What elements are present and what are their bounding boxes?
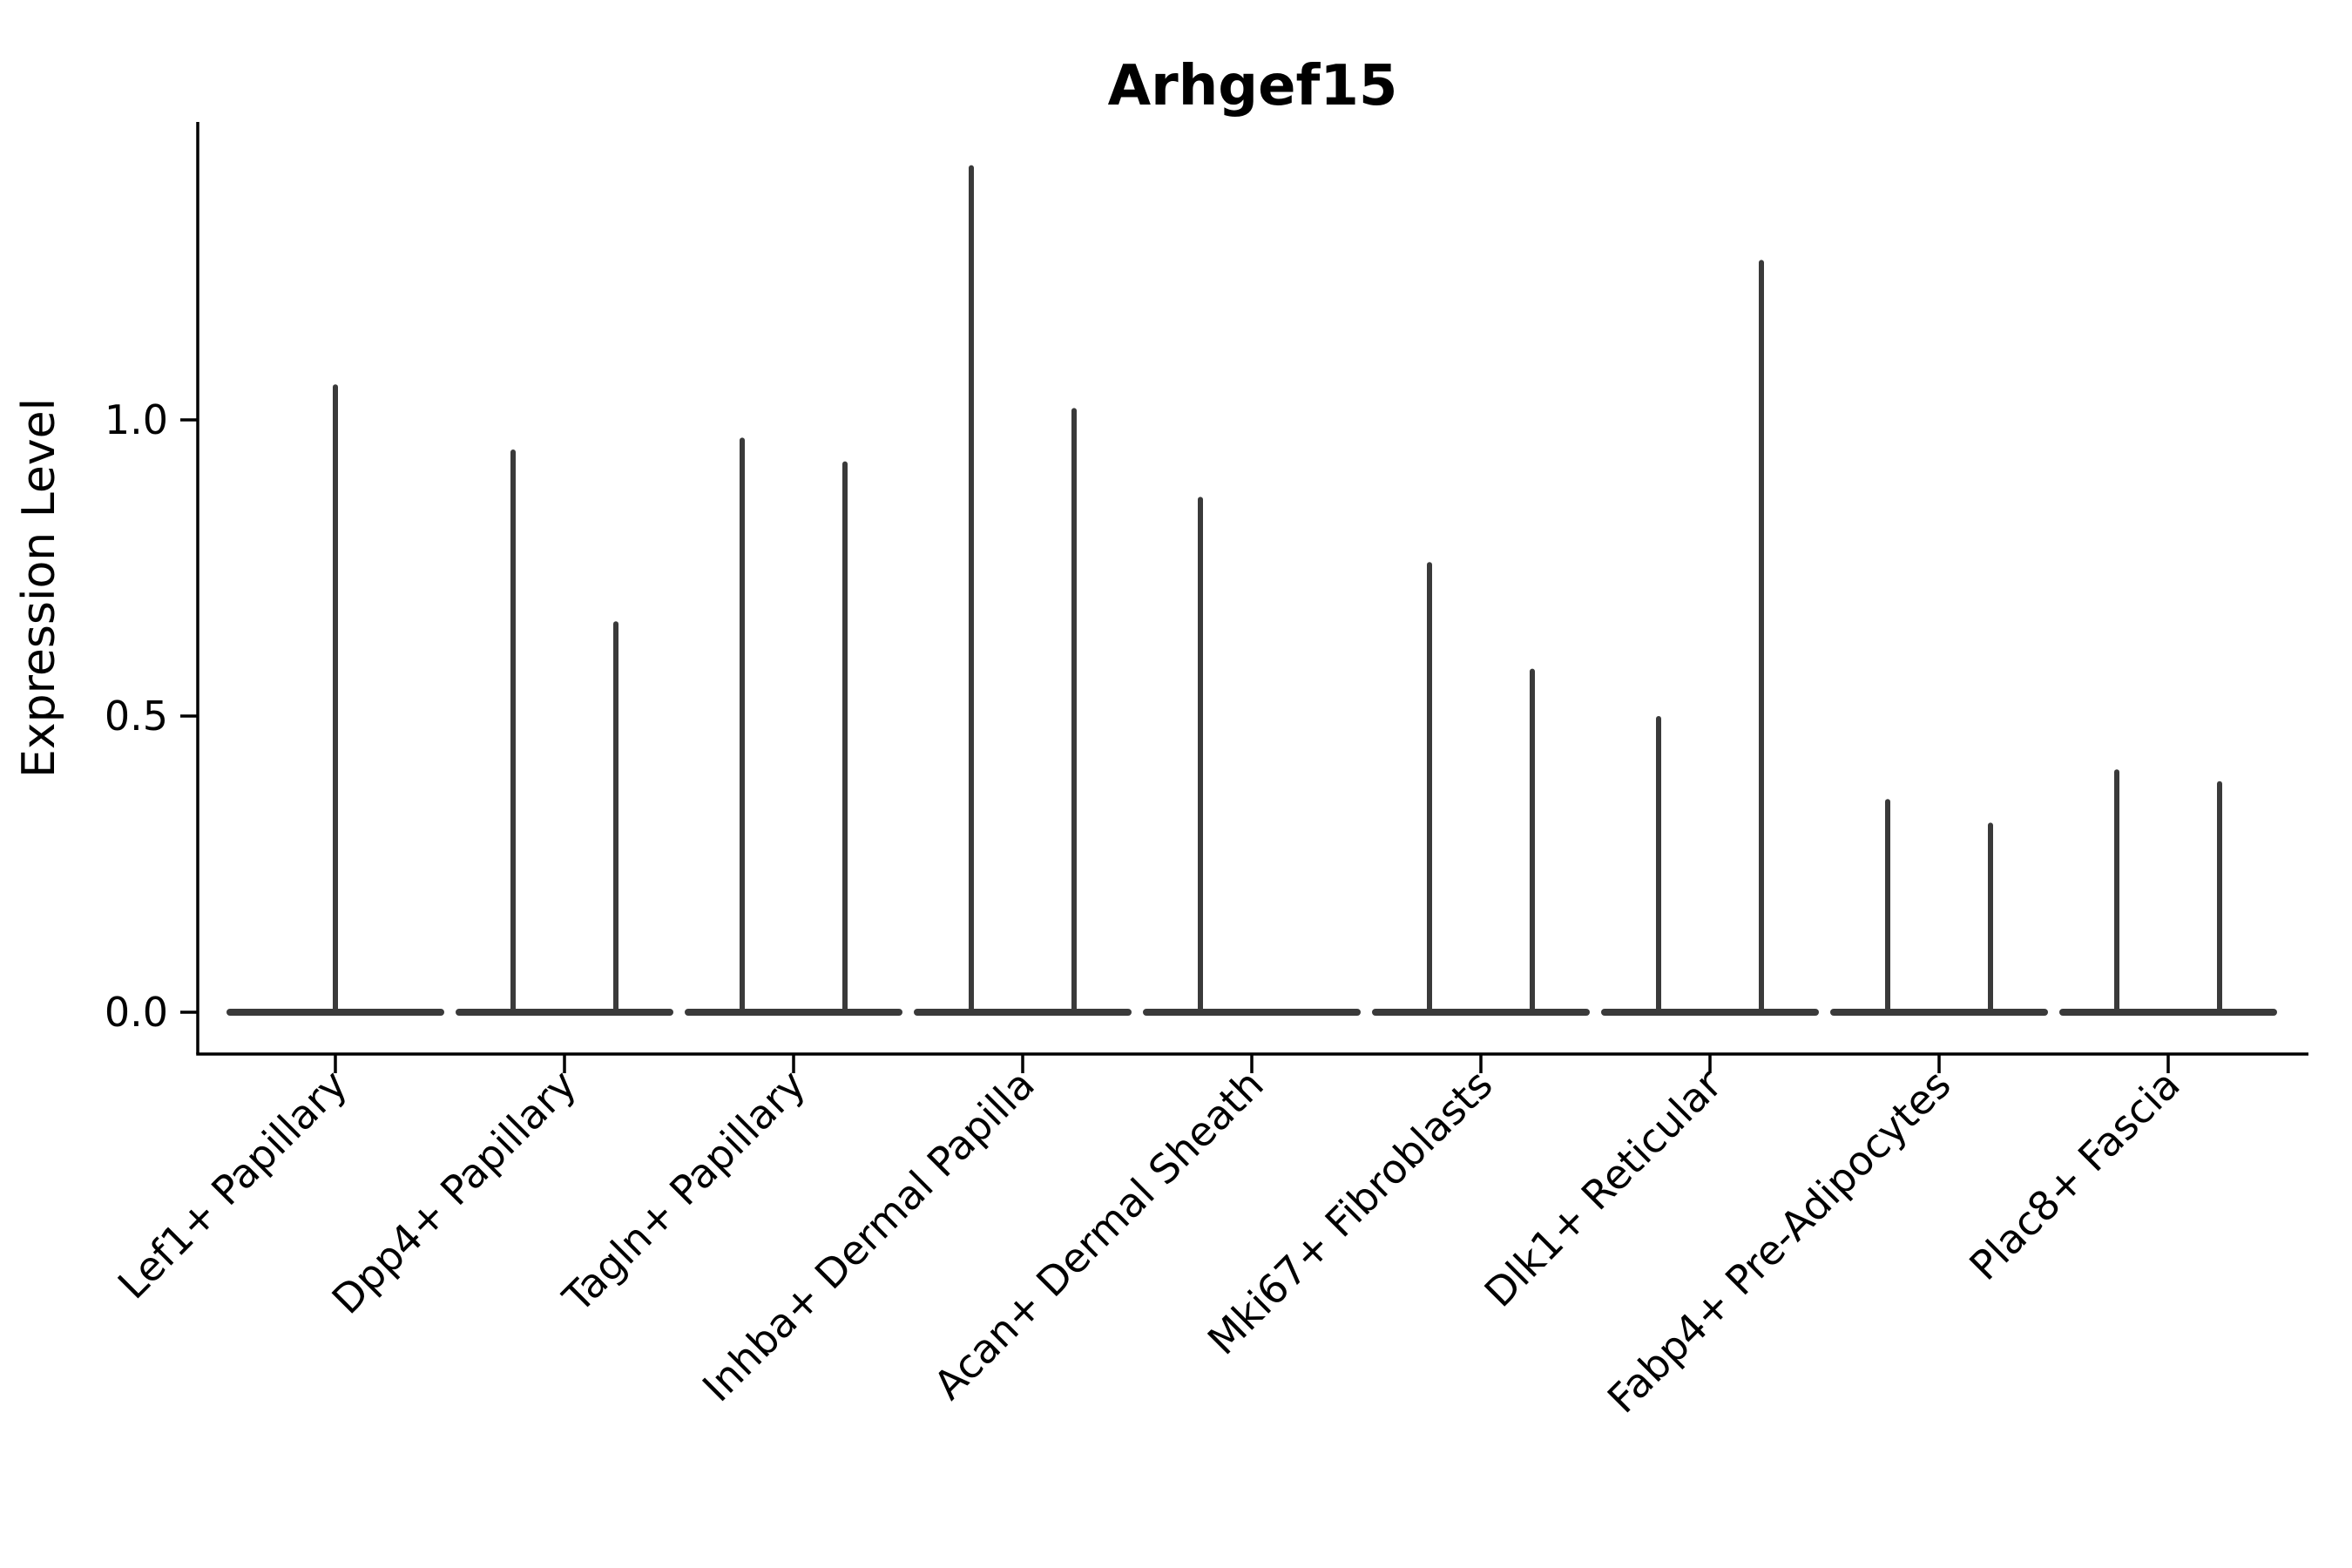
x-tick-label: Dpp4+ Papillary (323, 1061, 585, 1323)
y-tick-label: 0.5 (105, 693, 168, 740)
y-tick-label: 1.0 (105, 396, 168, 443)
x-tick-label: Dlk1+ Reticular (1476, 1061, 1731, 1316)
y-tick-label: 0.0 (105, 989, 168, 1036)
chart-title: Arhgef15 (1108, 54, 1398, 118)
y-axis-label: Expression Level (13, 398, 65, 778)
x-tick-label: Tagln+ Papillary (553, 1061, 814, 1322)
x-tick-label: Lef1+ Papillary (109, 1061, 356, 1308)
x-tick-label: Plac8+ Fascia (1960, 1061, 2188, 1289)
violins (226, 165, 2277, 1016)
